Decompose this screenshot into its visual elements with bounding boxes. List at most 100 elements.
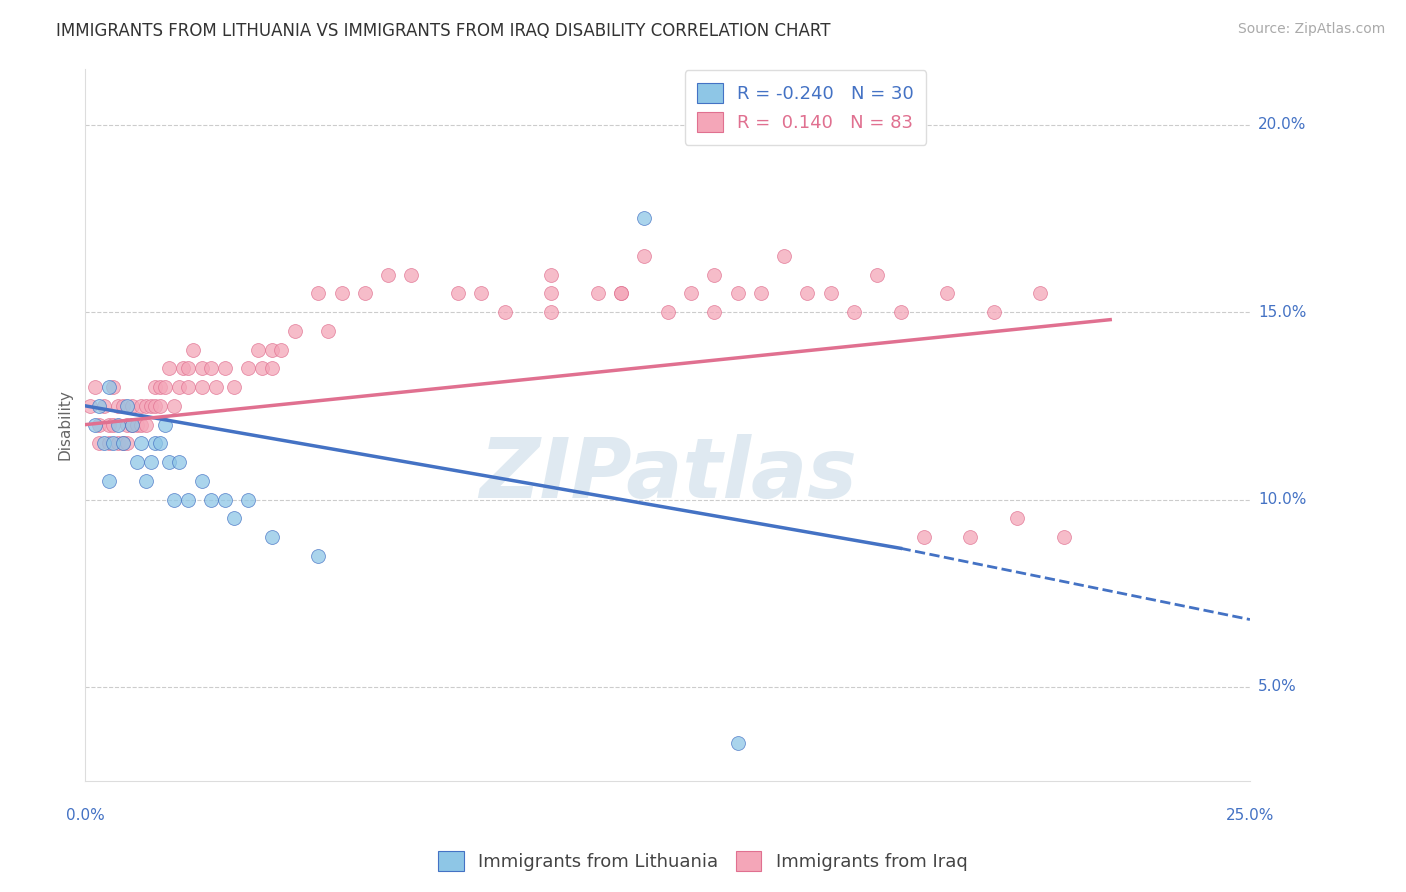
Point xyxy=(111,436,134,450)
Text: 10.0%: 10.0% xyxy=(1258,492,1306,507)
Point xyxy=(143,380,166,394)
Point xyxy=(135,399,157,413)
Point xyxy=(149,399,172,413)
Point xyxy=(727,736,749,750)
Point xyxy=(177,492,200,507)
Point xyxy=(83,417,105,432)
Point xyxy=(163,399,186,413)
Point xyxy=(447,286,470,301)
Point xyxy=(149,436,172,450)
Point xyxy=(260,530,283,544)
Point xyxy=(330,286,353,301)
Point xyxy=(97,474,120,488)
Point xyxy=(167,380,190,394)
Point xyxy=(177,380,200,394)
Text: 15.0%: 15.0% xyxy=(1258,305,1306,319)
Point xyxy=(163,492,186,507)
Point xyxy=(307,549,329,563)
Point xyxy=(270,343,292,357)
Text: ZIPatlas: ZIPatlas xyxy=(478,434,856,515)
Point xyxy=(121,417,143,432)
Point xyxy=(1029,286,1052,301)
Point xyxy=(796,286,818,301)
Point xyxy=(260,343,283,357)
Point xyxy=(224,511,246,525)
Point xyxy=(200,492,222,507)
Y-axis label: Disability: Disability xyxy=(58,389,72,460)
Point xyxy=(143,436,166,450)
Point xyxy=(1052,530,1074,544)
Point xyxy=(107,399,129,413)
Point xyxy=(727,286,749,301)
Point xyxy=(153,417,176,432)
Point xyxy=(586,286,609,301)
Point xyxy=(307,286,329,301)
Point xyxy=(181,343,204,357)
Point xyxy=(657,305,679,319)
Text: Source: ZipAtlas.com: Source: ZipAtlas.com xyxy=(1237,22,1385,37)
Point xyxy=(470,286,492,301)
Point xyxy=(633,211,655,226)
Point xyxy=(890,305,912,319)
Point xyxy=(117,417,139,432)
Point xyxy=(959,530,981,544)
Point xyxy=(167,455,190,469)
Point xyxy=(842,305,865,319)
Point xyxy=(97,417,120,432)
Point xyxy=(191,380,214,394)
Point xyxy=(79,399,101,413)
Point xyxy=(224,380,246,394)
Point xyxy=(284,324,307,338)
Point xyxy=(89,436,111,450)
Point xyxy=(912,530,935,544)
Point xyxy=(103,417,125,432)
Point xyxy=(83,380,105,394)
Point xyxy=(200,361,222,376)
Point xyxy=(135,417,157,432)
Point xyxy=(703,305,725,319)
Point xyxy=(149,380,172,394)
Point xyxy=(135,474,157,488)
Text: 5.0%: 5.0% xyxy=(1258,680,1296,695)
Text: IMMIGRANTS FROM LITHUANIA VS IMMIGRANTS FROM IRAQ DISABILITY CORRELATION CHART: IMMIGRANTS FROM LITHUANIA VS IMMIGRANTS … xyxy=(56,22,831,40)
Point xyxy=(610,286,633,301)
Point xyxy=(129,436,152,450)
Point xyxy=(129,399,152,413)
Point xyxy=(983,305,1005,319)
Point xyxy=(252,361,274,376)
Point xyxy=(540,305,562,319)
Point xyxy=(103,436,125,450)
Point xyxy=(139,455,162,469)
Point xyxy=(214,361,236,376)
Legend: R = -0.240   N = 30, R =  0.140   N = 83: R = -0.240 N = 30, R = 0.140 N = 83 xyxy=(685,70,927,145)
Point xyxy=(129,417,152,432)
Point xyxy=(97,380,120,394)
Text: 0.0%: 0.0% xyxy=(66,808,105,823)
Text: 20.0%: 20.0% xyxy=(1258,117,1306,132)
Point xyxy=(121,417,143,432)
Point xyxy=(238,492,260,507)
Point xyxy=(103,380,125,394)
Point xyxy=(107,417,129,432)
Point xyxy=(97,436,120,450)
Point xyxy=(125,417,148,432)
Point xyxy=(246,343,269,357)
Point xyxy=(177,361,200,376)
Point xyxy=(143,399,166,413)
Point xyxy=(540,268,562,282)
Point xyxy=(540,286,562,301)
Point xyxy=(153,380,176,394)
Point xyxy=(204,380,226,394)
Point xyxy=(117,436,139,450)
Point xyxy=(679,286,702,301)
Point xyxy=(1005,511,1028,525)
Point xyxy=(633,249,655,263)
Point xyxy=(494,305,516,319)
Point xyxy=(703,268,725,282)
Point xyxy=(157,361,180,376)
Point xyxy=(93,436,115,450)
Point xyxy=(316,324,339,338)
Point xyxy=(936,286,959,301)
Point xyxy=(157,455,180,469)
Legend: Immigrants from Lithuania, Immigrants from Iraq: Immigrants from Lithuania, Immigrants fr… xyxy=(432,844,974,879)
